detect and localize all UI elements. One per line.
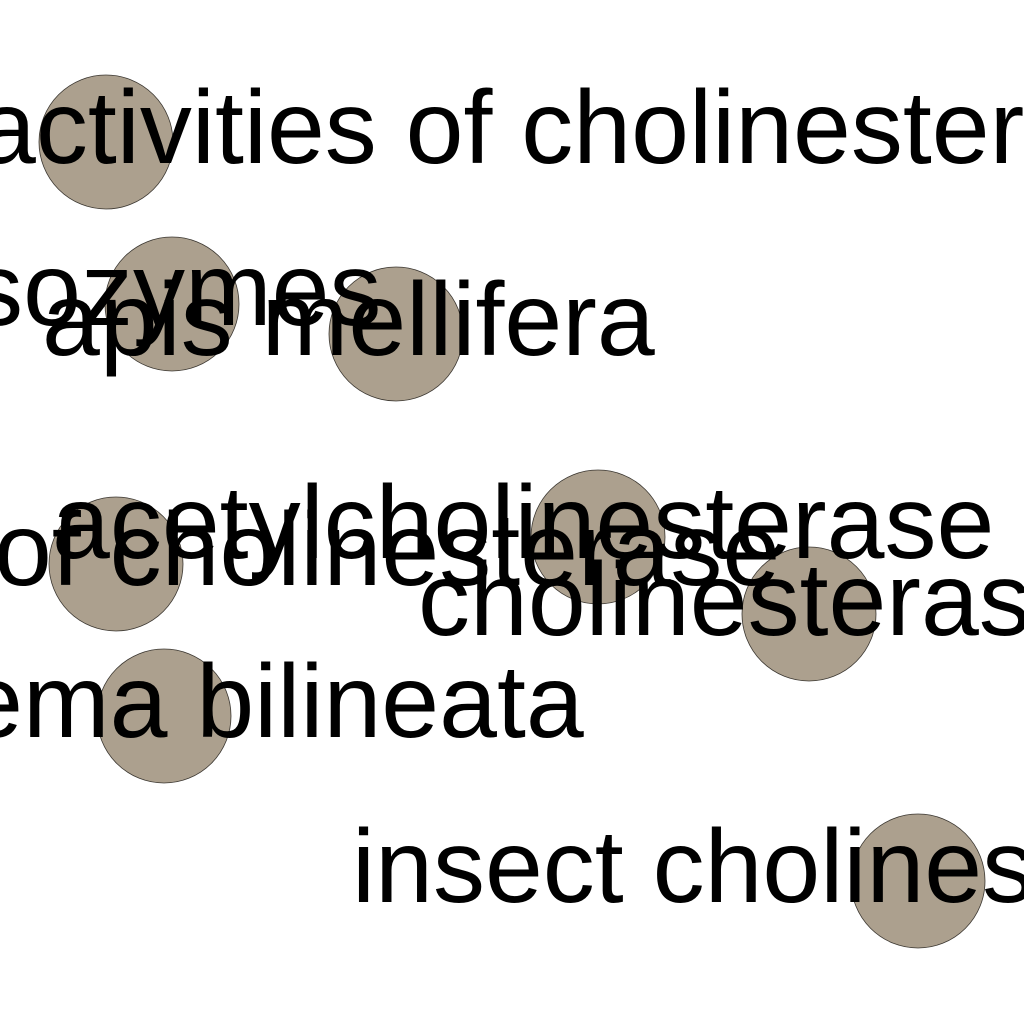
label-lema-bilineata: lema bilineata [0, 644, 584, 760]
label-insect-cholinesterase: insect cholinesterase [352, 809, 1024, 925]
label-of-cholinesterase: of cholinesterase [0, 492, 780, 608]
labels: activities of cholinesterases isozymes a… [0, 70, 1024, 925]
node-7 [96, 648, 232, 784]
node-1 [38, 74, 174, 210]
node-6 [741, 546, 877, 682]
label-acetylcholinesterase: acetylcholinesterase [52, 465, 994, 581]
node-2 [104, 236, 240, 372]
node-3 [328, 266, 464, 402]
label-activities-of-cholinesterases: activities of cholinesterases [0, 70, 1024, 186]
node-5 [530, 469, 666, 605]
nodes [38, 74, 986, 949]
node-4 [48, 496, 184, 632]
node-8 [850, 813, 986, 949]
label-cholinesterase: cholinesterase [418, 542, 1024, 658]
label-apis-mellifera: apis mellifera [42, 262, 655, 378]
label-isozymes: isozymes [0, 232, 381, 348]
